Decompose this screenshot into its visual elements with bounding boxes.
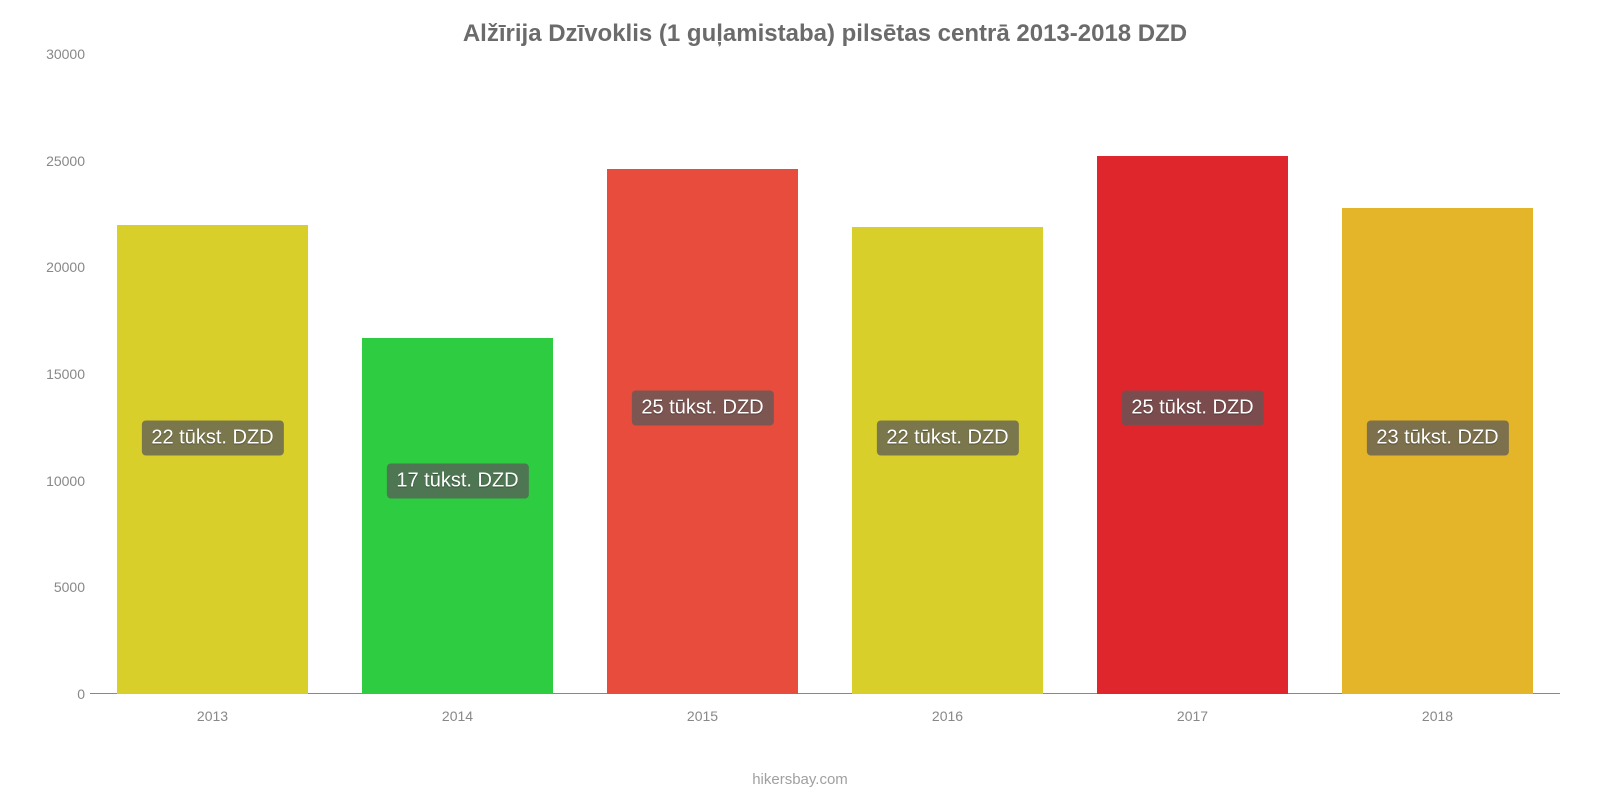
y-tick-label: 25000 bbox=[46, 153, 85, 169]
x-tick-label: 2015 bbox=[580, 708, 825, 724]
y-tick-label: 10000 bbox=[46, 473, 85, 489]
source-label: hikersbay.com bbox=[0, 771, 1600, 788]
bar-cell: 25 tūkst. DZD bbox=[1070, 54, 1315, 694]
bars-container: 22 tūkst. DZD 17 tūkst. DZD 25 tūkst. DZD 2… bbox=[90, 54, 1560, 694]
y-tick-label: 5000 bbox=[54, 579, 85, 595]
bar-cell: 22 tūkst. DZD bbox=[825, 54, 1070, 694]
x-tick-label: 2016 bbox=[825, 708, 1070, 724]
y-tick-label: 15000 bbox=[46, 366, 85, 382]
bar-cell: 22 tūkst. DZD bbox=[90, 54, 335, 694]
x-tick-label: 2014 bbox=[335, 708, 580, 724]
bar bbox=[362, 338, 553, 694]
bar-value-label: 23 tūkst. DZD bbox=[1366, 421, 1508, 456]
x-axis-labels: 201320142015201620172018 bbox=[90, 708, 1560, 724]
y-tick-label: 20000 bbox=[46, 259, 85, 275]
bar-cell: 17 tūkst. DZD bbox=[335, 54, 580, 694]
chart-title: Alžīrija Dzīvoklis (1 guļamistaba) pilsē… bbox=[90, 20, 1560, 48]
bar bbox=[117, 225, 308, 694]
bar-value-label: 25 tūkst. DZD bbox=[1121, 391, 1263, 426]
bar-cell: 23 tūkst. DZD bbox=[1315, 54, 1560, 694]
bar-cell: 25 tūkst. DZD bbox=[580, 54, 825, 694]
bar bbox=[852, 227, 1043, 694]
bar-value-label: 25 tūkst. DZD bbox=[631, 391, 773, 426]
x-tick-label: 2018 bbox=[1315, 708, 1560, 724]
y-tick-label: 0 bbox=[77, 686, 85, 702]
y-axis: 050001000015000200002500030000 bbox=[30, 54, 85, 694]
bar-value-label: 22 tūkst. DZD bbox=[876, 421, 1018, 456]
plot-area: 050001000015000200002500030000 22 tūkst.… bbox=[90, 54, 1560, 694]
x-tick-label: 2013 bbox=[90, 708, 335, 724]
bar-value-label: 22 tūkst. DZD bbox=[141, 421, 283, 456]
x-tick-label: 2017 bbox=[1070, 708, 1315, 724]
bar-value-label: 17 tūkst. DZD bbox=[386, 463, 528, 498]
y-tick-label: 30000 bbox=[46, 46, 85, 62]
bar-chart: Alžīrija Dzīvoklis (1 guļamistaba) pilsē… bbox=[0, 0, 1600, 800]
bar bbox=[607, 169, 798, 694]
